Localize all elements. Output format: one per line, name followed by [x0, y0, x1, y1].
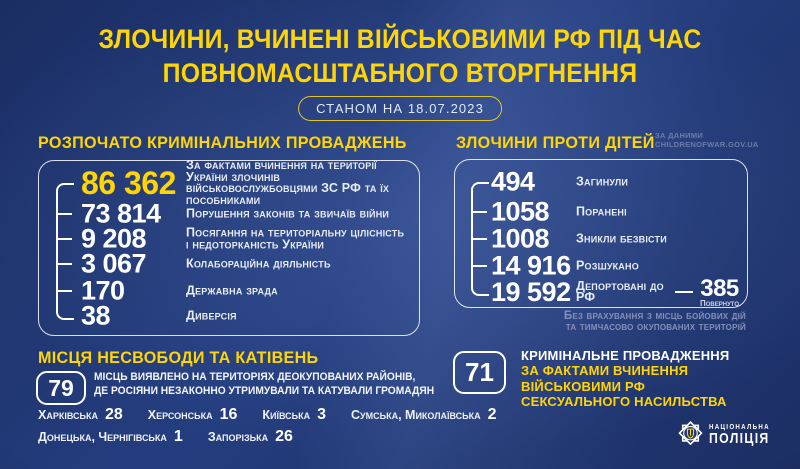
- police-logo-line2: ПОЛІЦІЯ: [709, 430, 770, 447]
- stat-label: Розшукано: [576, 258, 639, 273]
- detention-count-badge: 79: [36, 371, 86, 405]
- proceedings-stats-box: 86 362 За фактами вчинення на території …: [38, 159, 420, 336]
- detention-desc-line2: ДЕ РОСІЯНИ НЕЗАКОННО УТРИМУВАЛИ ТА КАТУВ…: [94, 385, 435, 397]
- bracket-tick: [56, 263, 72, 265]
- stat-value: 38: [81, 300, 111, 331]
- stat-row: 38 Диверсія: [81, 301, 409, 332]
- violence-line1: КРИМІНАЛЬНЕ ПРОВАДЖЕННЯ: [521, 348, 730, 363]
- footnote-line2: та тимчасово окупованих територій: [565, 321, 746, 333]
- bracket-tick: [56, 290, 72, 292]
- returned-value: 385: [700, 275, 739, 302]
- page-title-line2: ПОВНОМАСШТАБНОГО ВТОРГНЕННЯ: [162, 58, 638, 88]
- police-logo-text: НАЦІОНАЛЬНА ПОЛІЦІЯ: [709, 423, 770, 447]
- stat-label: Порушення законів та звичаїв війни: [186, 206, 390, 221]
- date-badge: СТАНОМ НА 18.07.2023: [298, 96, 502, 121]
- region-value: 16: [219, 406, 238, 423]
- stat-label: Диверсія: [186, 308, 237, 323]
- stat-label: Посягання на територіальну цілісність і …: [186, 225, 405, 251]
- bracket-line: [56, 183, 74, 320]
- children-footnote: Без врахування з місць бойових дій та ти…: [564, 310, 746, 333]
- region-value: 2: [487, 406, 497, 423]
- stat-value: 19 592: [491, 276, 571, 307]
- region-stat: Харківська 28: [38, 406, 123, 424]
- returned-label: Повернуто: [699, 299, 739, 308]
- detention-description: МІСЦЬ ВИЯВЛЕНО НА ТЕРИТОРІЯХ ДЕОКУПОВАНИ…: [94, 370, 434, 398]
- region-value: 26: [275, 428, 293, 445]
- region-name: Київська: [262, 408, 311, 422]
- page-title-line1: ЗЛОЧИНИ, ВЧИНЕНІ ВІЙСЬКОВИМИ РФ ПІД ЧАС: [98, 24, 702, 54]
- stat-value: 494: [491, 166, 535, 197]
- national-police-logo: НАЦІОНАЛЬНА ПОЛІЦІЯ: [677, 419, 783, 450]
- connector-dash: [674, 291, 693, 293]
- section-heading-proceedings: РОЗПОЧАТО КРИМІНАЛЬНИХ ПРОВАДЖЕНЬ: [38, 133, 407, 152]
- region-value: 3: [317, 406, 327, 423]
- stat-value: 86 362: [81, 164, 176, 201]
- region-name: Сумська, Миколаївська: [351, 408, 481, 422]
- section-heading-children: ЗЛОЧИНИ ПРОТИ ДІТЕЙ: [456, 133, 655, 152]
- regions-row-2: Донецька, Чернігівська 1 Запорізька 26: [38, 428, 293, 446]
- violence-line4: СЕКСУАЛЬНОГО НАСИЛЬСТВА: [521, 394, 727, 410]
- bracket-tick: [56, 213, 72, 215]
- stat-label: Колабораційна діяльність: [186, 256, 331, 271]
- bracket-tick: [471, 211, 487, 213]
- region-value: 1: [173, 428, 183, 445]
- stat-row: 494 Загинули: [491, 167, 739, 198]
- stat-row: 19 592 Депортовані до РФ 385 Повернуто: [491, 275, 739, 309]
- children-data-source: ЗА ДАНИМИ CHILDRENOFWAR.GOV.UA: [655, 131, 759, 149]
- violence-line3: ВІЙСЬКОВИМИ РФ: [521, 378, 646, 394]
- violence-line2: ЗА ФАКТАМИ ВЧИНЕННЯ: [521, 363, 689, 379]
- region-stat: Херсонська 16: [148, 406, 238, 424]
- region-stat: Запорізька 26: [208, 428, 293, 446]
- stat-label: Державна зрада: [186, 283, 278, 298]
- stat-label: Поранені: [576, 204, 627, 219]
- children-stats-box: 494 Загинули 1058 Поранені 1008 Зникли б…: [454, 159, 748, 308]
- region-stat: Сумська, Миколаївська 2: [351, 406, 497, 424]
- date-badge-label: СТАНОМ НА 18.07.2023: [316, 101, 484, 116]
- region-name: Запорізька: [207, 430, 269, 444]
- stat-label: Зникли безвісти: [576, 231, 667, 246]
- region-value: 28: [104, 406, 123, 423]
- stat-label: Депортовані до РФ: [576, 278, 664, 304]
- region-stat: Донецька, Чернігівська 1: [38, 428, 183, 446]
- bracket-tick: [471, 265, 487, 267]
- section-heading-detention: МІСЦЯ НЕСВОБОДИ ТА КАТІВЕНЬ: [38, 348, 319, 367]
- region-name: Донецька, Чернігівська: [38, 430, 167, 444]
- violence-count-badge: 71: [453, 351, 506, 394]
- bracket-tick: [471, 238, 487, 240]
- violence-description: КРИМІНАЛЬНЕ ПРОВАДЖЕННЯ ЗА ФАКТАМИ ВЧИНЕ…: [521, 348, 729, 410]
- region-name: Херсонська: [147, 408, 213, 422]
- region-name: Харківська: [38, 408, 98, 422]
- police-badge-icon: [678, 421, 703, 446]
- source-line2: CHILDRENOFWAR.GOV.UA: [655, 139, 759, 149]
- regions-row-1: Харківська 28 Херсонська 16 Київська 3 С…: [38, 406, 497, 424]
- bracket-tick: [56, 238, 72, 240]
- returned-stat: 385 Повернуто: [699, 275, 739, 309]
- region-stat: Київська 3: [262, 406, 326, 424]
- detention-desc-line1: МІСЦЬ ВИЯВЛЕНО НА ТЕРИТОРІЯХ ДЕОКУПОВАНИ…: [94, 371, 416, 383]
- stat-label: Загинули: [576, 174, 629, 189]
